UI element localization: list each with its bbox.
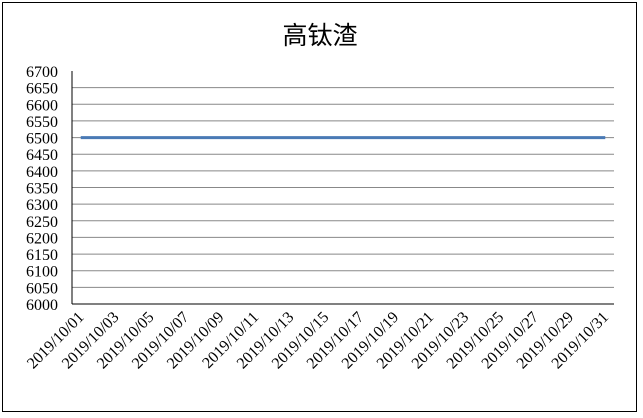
y-tick-label: 6000: [26, 297, 58, 314]
y-tick-label: 6700: [26, 64, 58, 81]
y-tick-label: 6400: [26, 164, 58, 181]
y-tick-label: 6200: [26, 230, 58, 247]
y-tick-label: 6050: [26, 280, 58, 297]
y-tick-label: 6250: [26, 214, 58, 231]
y-tick-label: 6550: [26, 114, 58, 131]
y-tick-label: 6350: [26, 181, 58, 198]
y-tick-label: 6150: [26, 247, 58, 264]
chart-frame: [2, 2, 637, 412]
y-tick-label: 6650: [26, 81, 58, 98]
y-tick-label: 6300: [26, 197, 58, 214]
chart-title: 高钛渣: [282, 22, 357, 50]
y-tick-label: 6600: [26, 97, 58, 114]
y-tick-label: 6450: [26, 147, 58, 164]
y-tick-label: 6500: [26, 131, 58, 148]
y-tick-label: 6100: [26, 264, 58, 281]
